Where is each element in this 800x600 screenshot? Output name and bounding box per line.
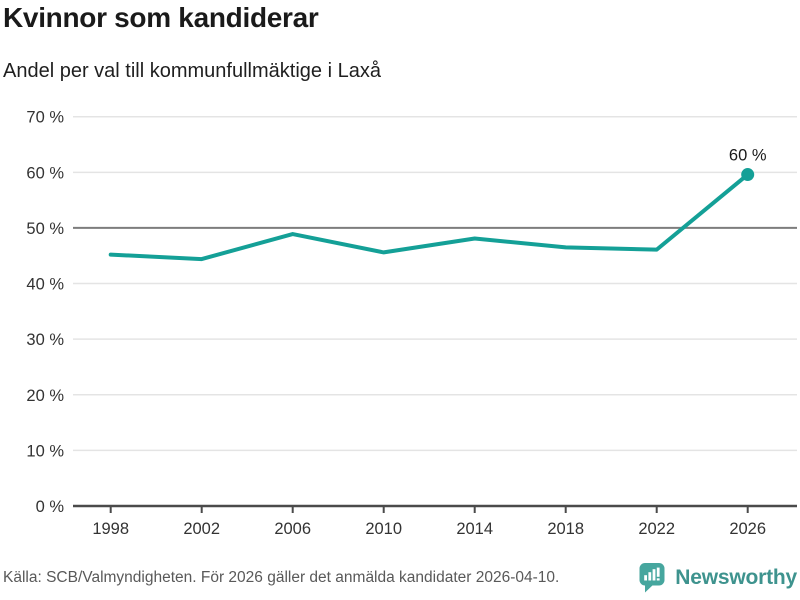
logo-bubble <box>639 563 665 586</box>
y-tick-label: 10 % <box>26 442 64 460</box>
data-point-marker <box>741 168 755 182</box>
x-tick-label: 2010 <box>365 520 402 538</box>
point-annotation: 60 % <box>729 147 767 165</box>
newsworthy-logo: Newsworthy <box>638 562 797 594</box>
chart-subtitle: Andel per val till kommunfullmäktige i L… <box>3 60 381 82</box>
x-tick-label: 2022 <box>638 520 675 538</box>
logo-bar-icon <box>652 569 656 581</box>
x-tick-label: 2018 <box>547 520 584 538</box>
y-tick-label: 20 % <box>26 387 64 405</box>
x-tick-label: 2026 <box>729 520 766 538</box>
y-tick-label: 0 % <box>36 498 65 516</box>
y-tick-label: 60 % <box>26 164 64 182</box>
y-tick-label: 50 % <box>26 220 64 238</box>
logo-bar-icon <box>648 572 652 581</box>
x-tick-label: 2014 <box>456 520 493 538</box>
x-tick-label: 1998 <box>92 520 129 538</box>
y-tick-label: 40 % <box>26 276 64 294</box>
y-tick-label: 30 % <box>26 331 64 349</box>
newsworthy-logo-icon <box>639 563 665 593</box>
logo-bubble-tail <box>645 584 655 593</box>
chart-title: Kvinnor som kandiderar <box>3 2 319 33</box>
chart-footer: Källa: SCB/Valmyndigheten. För 2026 gäll… <box>3 559 797 597</box>
source-note: Källa: SCB/Valmyndigheten. För 2026 gäll… <box>3 569 560 586</box>
logo-exclamation-icon <box>657 567 660 577</box>
line-chart: 0 % 10 % 20 % 30 % 40 % 50 % 60 % 70 % 1998 2002 2… <box>26 109 797 538</box>
data-line <box>108 172 750 262</box>
x-tick-label: 2002 <box>183 520 220 538</box>
y-tick-label: 70 % <box>26 109 64 127</box>
logo-exclamation-icon <box>657 578 660 581</box>
logo-bar-icon <box>644 575 648 581</box>
newsworthy-brand-text: Newsworthy <box>675 566 797 589</box>
x-tick-label: 2006 <box>274 520 311 538</box>
